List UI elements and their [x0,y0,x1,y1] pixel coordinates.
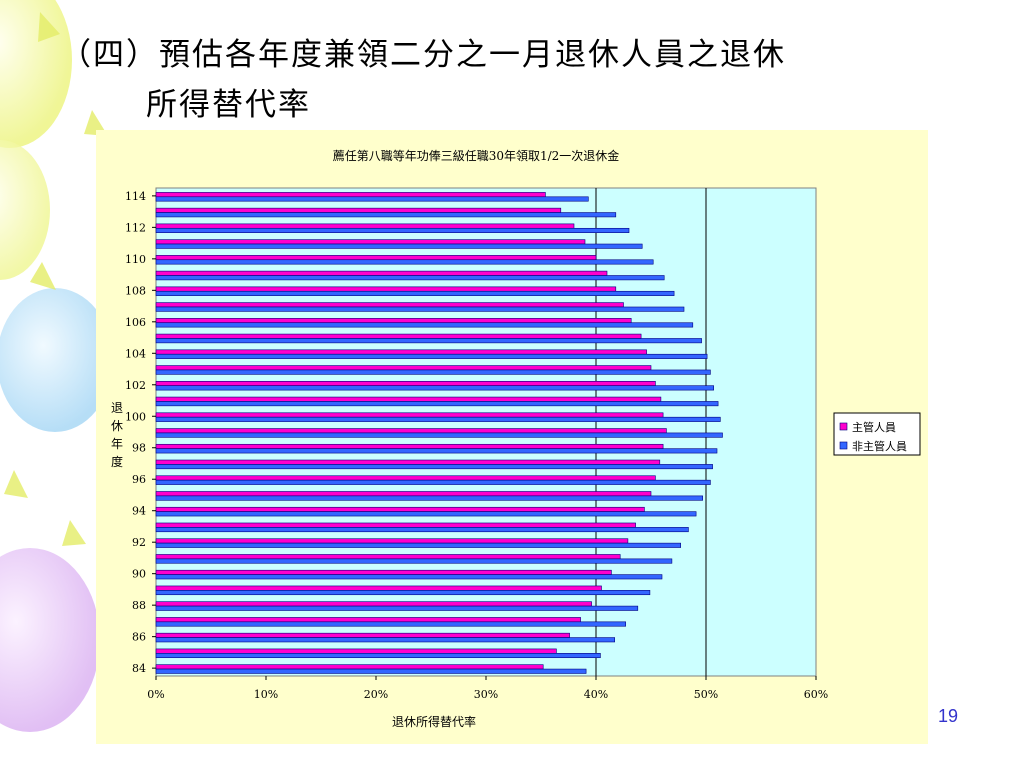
bar-supervisor-102 [155,381,656,387]
bar-supervisor-100 [155,412,664,418]
bar-non-supervisor-85 [155,653,601,659]
bar-non-supervisor-102 [155,385,715,391]
bar-non-supervisor-107 [155,306,685,312]
y-tick-label-114: 114 [125,190,146,203]
bar-supervisor-108 [155,286,617,292]
slide-title: （四）預估各年度兼領二分之一月退休人員之退休 所得替代率 [60,30,960,130]
x-tick-label-4: 40% [584,688,608,701]
bar-non-supervisor-92 [155,542,682,548]
bar-supervisor-103 [155,365,652,371]
bar-supervisor-86 [155,632,570,638]
bar-non-supervisor-108 [155,290,675,296]
bar-supervisor-85 [155,648,557,654]
bar-non-supervisor-100 [155,416,721,422]
bar-supervisor-110 [155,255,597,261]
bar-supervisor-112 [155,223,575,229]
bar-non-supervisor-97 [155,464,713,470]
y-tick-label-106: 106 [125,316,146,329]
y-tick-label-94: 94 [132,505,146,518]
legend-box [833,412,921,456]
bar-non-supervisor-87 [155,621,627,627]
bar-supervisor-96 [155,475,656,481]
bar-supervisor-109 [155,270,608,276]
chart-title: 薦任第八職等年功俸三級任職30年領取1/2一次退休金 [333,148,620,163]
x-tick-label-2: 20% [364,688,388,701]
bar-non-supervisor-84 [155,668,587,674]
bar-non-supervisor-109 [155,275,665,281]
y-tick-label-98: 98 [132,442,146,455]
bar-non-supervisor-106 [155,322,694,328]
x-tick-label-5: 50% [694,688,718,701]
bar-non-supervisor-95 [155,495,704,501]
bar-non-supervisor-113 [155,212,617,218]
bar-supervisor-113 [155,207,562,213]
bar-non-supervisor-112 [155,227,630,233]
bar-supervisor-104 [155,349,647,355]
bar-supervisor-114 [155,192,546,198]
slide-title-line-2: 所得替代率 [146,87,311,123]
bar-non-supervisor-98 [155,448,718,454]
y-tick-label-104: 104 [125,347,146,360]
legend-swatch-0 [839,422,848,431]
bar-non-supervisor-94 [155,511,697,517]
legend-label-1: 非主管人員 [852,439,907,453]
x-tick-label-0: 0% [147,688,164,701]
bar-supervisor-93 [155,522,636,528]
bar-non-supervisor-86 [155,637,616,643]
x-tick-label-6: 60% [804,688,828,701]
bar-non-supervisor-88 [155,605,639,611]
bar-non-supervisor-93 [155,527,689,533]
bar-non-supervisor-110 [155,259,654,265]
bar-supervisor-95 [155,491,652,497]
bar-supervisor-94 [155,506,645,512]
bar-non-supervisor-111 [155,243,643,249]
y-tick-label-110: 110 [125,253,146,266]
y-tick-label-84: 84 [132,662,146,675]
y-tick-label-96: 96 [132,473,146,486]
slide-title-line-1: （四）預估各年度兼領二分之一月退休人員之退休 [60,37,786,73]
bar-supervisor-88 [155,601,592,607]
legend-swatch-1 [839,441,848,450]
x-tick-label-3: 30% [474,688,498,701]
bar-supervisor-97 [155,459,661,465]
bar-supervisor-92 [155,538,629,544]
y-tick-label-102: 102 [125,379,146,392]
bar-non-supervisor-99 [155,432,723,438]
bar-non-supervisor-114 [155,196,589,202]
bar-supervisor-105 [155,333,642,339]
replacement-rate-bar-chart: 84 86 88 90 92 94 96 98 100 102 104 106 108 110 112 114… [111,148,921,729]
bar-non-supervisor-101 [155,401,719,407]
x-tick-label-1: 10% [254,688,278,701]
y-tick-label-86: 86 [132,631,146,644]
bar-supervisor-84 [155,664,544,670]
y-tick-label-88: 88 [132,599,146,612]
bar-non-supervisor-91 [155,558,673,564]
bar-supervisor-107 [155,302,624,308]
bar-supervisor-98 [155,443,664,449]
bar-non-supervisor-104 [155,353,708,359]
legend-label-0: 主管人員 [852,420,896,434]
bar-supervisor-106 [155,318,632,324]
bar-non-supervisor-103 [155,369,711,375]
bar-supervisor-91 [155,554,621,560]
bar-supervisor-99 [155,428,667,434]
y-tick-label-100: 100 [125,410,146,423]
bar-supervisor-101 [155,396,662,402]
bar-non-supervisor-90 [155,574,663,580]
bar-supervisor-89 [155,585,602,591]
y-tick-label-112: 112 [125,221,146,234]
bar-supervisor-111 [155,239,586,245]
bar-non-supervisor-89 [155,590,651,596]
y-axis-label: 退休年度 [111,401,123,469]
x-axis-label: 退休所得替代率 [392,714,476,729]
bar-non-supervisor-96 [155,479,711,485]
bar-non-supervisor-105 [155,338,702,344]
bar-supervisor-90 [155,569,612,575]
chart-area: 84 86 88 90 92 94 96 98 100 102 104 106 108 110 112 114… [96,130,928,744]
page-number: 19 [938,706,959,726]
bar-supervisor-87 [155,617,581,623]
y-tick-label-90: 90 [132,568,146,581]
y-tick-label-108: 108 [125,284,146,297]
y-tick-label-92: 92 [132,536,146,549]
